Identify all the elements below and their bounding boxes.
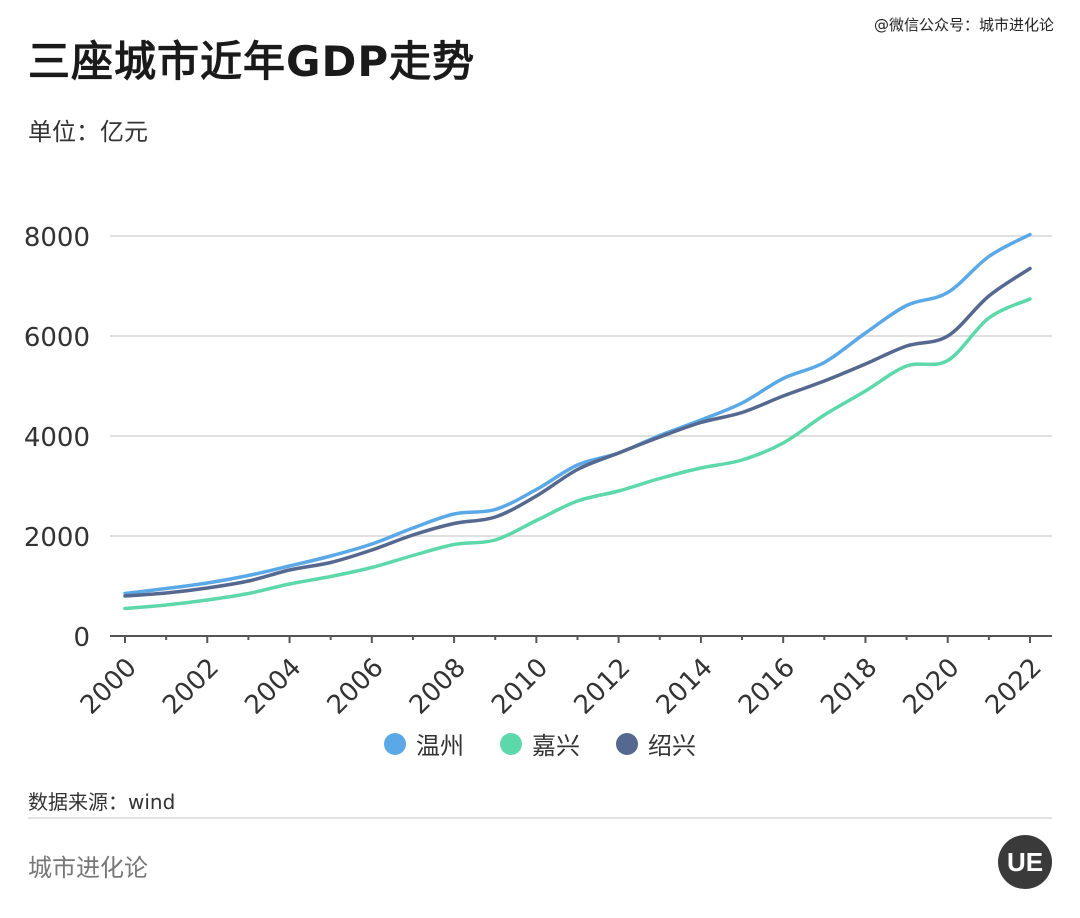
- legend-label-jiaxing: 嘉兴: [532, 732, 580, 760]
- x-tick-label: 2008: [404, 653, 472, 721]
- chart-legend: 温州 嘉兴 绍兴: [0, 726, 1080, 761]
- x-tick-label: 2012: [568, 653, 636, 721]
- y-tick-label: 4000: [24, 423, 90, 453]
- x-tick-label: 2002: [157, 653, 225, 721]
- series-line-jiaxing: [123, 297, 1032, 611]
- series-line-wenzhou: [123, 232, 1032, 596]
- x-tick-label: 2004: [239, 653, 307, 721]
- legend-dot-jiaxing: [500, 732, 522, 755]
- legend-item-jiaxing[interactable]: 嘉兴: [500, 726, 580, 761]
- x-tick-label: 2014: [651, 653, 719, 721]
- legend-label-wenzhou: 温州: [416, 732, 464, 760]
- y-tick-label: 6000: [24, 323, 90, 353]
- x-tick-label: 2010: [486, 653, 554, 721]
- wechat-source-label: @微信公众号：城市进化论: [873, 16, 1054, 34]
- data-source-note: 数据来源：wind: [28, 790, 176, 814]
- x-tick-label: 2016: [733, 653, 801, 721]
- chart-title: 三座城市近年GDP走势: [28, 37, 476, 86]
- x-tick-label: 2000: [75, 653, 143, 721]
- x-tick-label: 2018: [815, 653, 883, 721]
- logo-text: UE: [1006, 846, 1044, 877]
- x-tick-label: 2020: [898, 653, 966, 721]
- footer-brand-name: 城市进化论: [28, 854, 148, 882]
- legend-label-shaoxing: 绍兴: [648, 732, 696, 760]
- y-tick-label: 8000: [24, 223, 90, 253]
- legend-item-shaoxing[interactable]: 绍兴: [616, 726, 696, 761]
- unit-label: 单位：亿元: [28, 118, 148, 146]
- brand-logo: UE: [998, 835, 1052, 889]
- y-tick-label: 2000: [24, 523, 90, 553]
- legend-dot-wenzhou: [384, 732, 406, 755]
- series-line-shaoxing: [123, 266, 1032, 598]
- x-tick-label: 2022: [980, 653, 1048, 721]
- y-tick-label: 0: [73, 623, 90, 653]
- legend-dot-shaoxing: [616, 732, 638, 755]
- x-tick-label: 2006: [322, 653, 390, 721]
- footer-divider: [28, 817, 1052, 819]
- legend-item-wenzhou[interactable]: 温州: [384, 726, 464, 761]
